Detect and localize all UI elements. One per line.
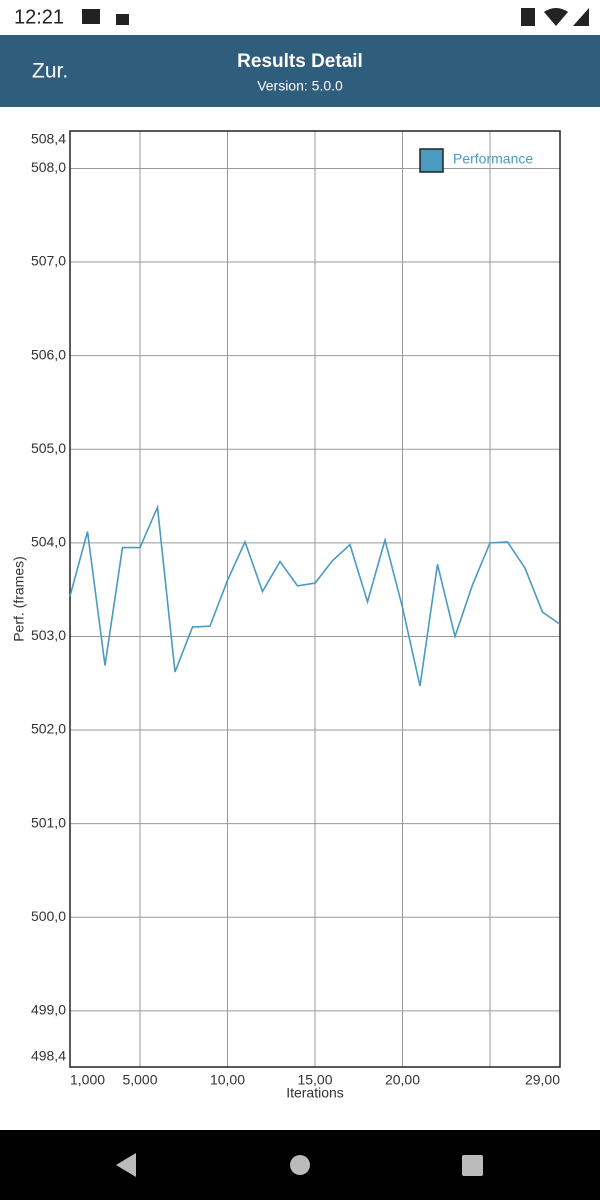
y-tick-label: 499,0 bbox=[31, 1002, 66, 1018]
y-tick-label: 498,4 bbox=[31, 1048, 66, 1064]
signal-icon bbox=[573, 8, 589, 26]
wifi-icon bbox=[544, 8, 568, 26]
data-line bbox=[69, 504, 561, 687]
y-tick-label: 503,0 bbox=[31, 627, 66, 643]
header-subtitle: Version: 5.0.0 bbox=[257, 78, 343, 94]
y-tick-label: 504,0 bbox=[31, 534, 66, 550]
y-tick-label: 501,0 bbox=[31, 814, 66, 830]
mail-icon bbox=[82, 9, 100, 24]
y-tick-label: 502,0 bbox=[31, 721, 66, 737]
status-time: 12:21 bbox=[14, 6, 64, 28]
nav-back[interactable] bbox=[116, 1153, 136, 1177]
x-tick-label: 15,00 bbox=[297, 1072, 332, 1088]
x-tick-label: 20,00 bbox=[385, 1072, 420, 1088]
app-header bbox=[0, 35, 600, 107]
nfc-icon bbox=[521, 8, 535, 26]
y-tick-label: 508,0 bbox=[31, 159, 66, 175]
y-axis-title: Perf. (frames) bbox=[11, 556, 27, 642]
nav-home[interactable] bbox=[290, 1155, 310, 1175]
chart: 498,4 499,0 500,0 501,0 502,0 503,0 504,0 505,0… bbox=[11, 130, 561, 1101]
x-tick-label: 29,00 bbox=[525, 1072, 560, 1088]
y-tick-label: 508,4 bbox=[31, 131, 66, 147]
legend-label: Performance bbox=[453, 151, 533, 167]
legend-swatch bbox=[419, 148, 444, 173]
x-tick-label: 10,00 bbox=[210, 1072, 245, 1088]
y-tick-label: 507,0 bbox=[31, 253, 66, 269]
y-tick-label: 505,0 bbox=[31, 440, 66, 456]
header-title: Results Detail bbox=[237, 51, 363, 72]
x-tick-label: 1,000 bbox=[70, 1072, 105, 1088]
lock-icon bbox=[116, 14, 129, 25]
x-axis-title: Iterations bbox=[286, 1085, 344, 1101]
y-tick-label: 500,0 bbox=[31, 908, 66, 924]
x-tick-label: 5,000 bbox=[122, 1072, 157, 1088]
y-tick-label: 506,0 bbox=[31, 346, 66, 362]
plot-frame bbox=[69, 130, 561, 1068]
back-button[interactable]: Zur. bbox=[32, 60, 68, 83]
nav-recent[interactable] bbox=[462, 1155, 483, 1176]
